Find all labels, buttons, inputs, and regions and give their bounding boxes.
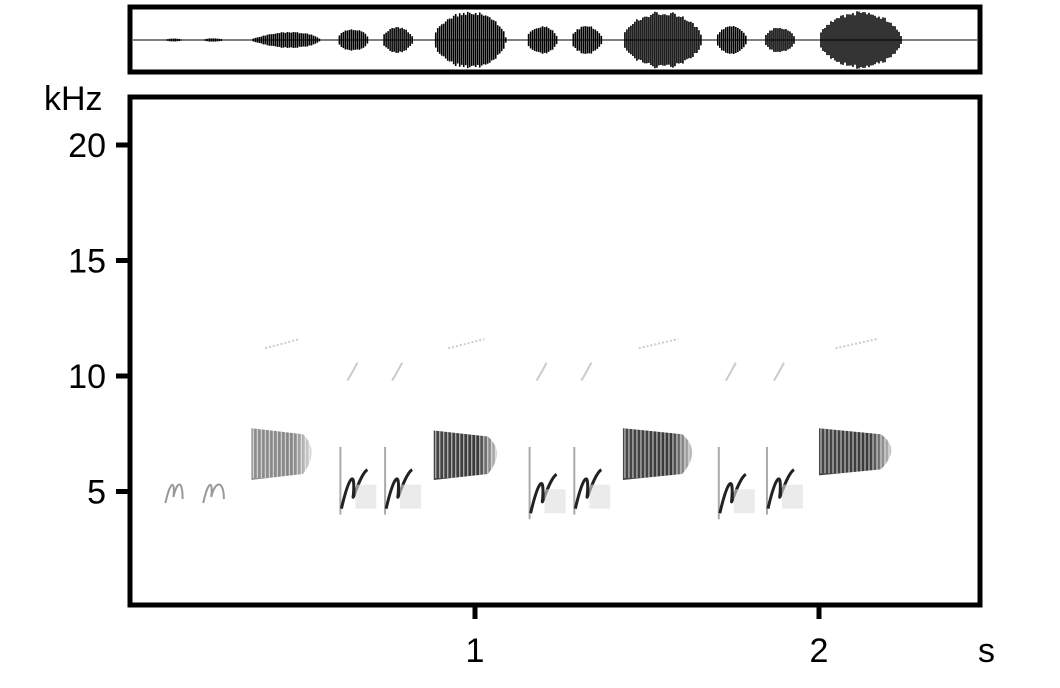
buzz-harmonic	[639, 339, 679, 348]
spectrogram-syllable	[203, 484, 224, 503]
spectrogram-syllable	[623, 339, 697, 480]
spectrogram-syllable	[251, 339, 313, 480]
spectrogram-syllable	[165, 484, 182, 503]
hook-noise	[545, 489, 566, 513]
spectrogram-syllable	[767, 363, 803, 515]
y-tick-label: 10	[68, 358, 106, 396]
buzz-harmonic	[836, 339, 877, 348]
y-tick-label: 5	[87, 474, 106, 512]
hook-harmonic	[392, 363, 402, 381]
buzz-harmonic	[448, 339, 484, 348]
spectrogram	[165, 339, 897, 519]
x-tick-label: 2	[810, 632, 829, 670]
buzz-harmonic	[265, 339, 299, 348]
hook-noise	[734, 489, 755, 513]
y-tick-label: 15	[68, 243, 106, 281]
spectrogram-figure: 5 10 15 20 1 2 kHz s	[0, 0, 1060, 688]
hook-harmonic	[726, 363, 736, 381]
spectrogram-syllable	[819, 339, 897, 475]
note-trace	[203, 484, 224, 503]
note-trace	[165, 484, 182, 503]
hook-noise	[355, 485, 376, 509]
spectrogram-syllable	[434, 339, 500, 480]
spectrogram-syllable	[385, 363, 421, 515]
spectrogram-syllable	[719, 363, 755, 520]
x-axis-label: s	[978, 632, 995, 670]
hook-noise	[782, 485, 803, 509]
spectrogram-syllable	[530, 363, 566, 520]
hook-noise	[400, 485, 421, 509]
hook-harmonic	[347, 363, 357, 381]
hook-harmonic	[774, 363, 784, 381]
hook-noise	[589, 485, 610, 509]
spectrogram-frame	[130, 97, 980, 605]
hook-harmonic	[537, 363, 547, 381]
x-tick-label: 1	[466, 632, 485, 670]
hook-harmonic	[581, 363, 591, 381]
y-tick-label: 20	[68, 127, 106, 165]
spectrogram-syllable	[574, 363, 610, 515]
y-axis-label: kHz	[44, 80, 103, 118]
spectrogram-syllable	[340, 363, 376, 515]
